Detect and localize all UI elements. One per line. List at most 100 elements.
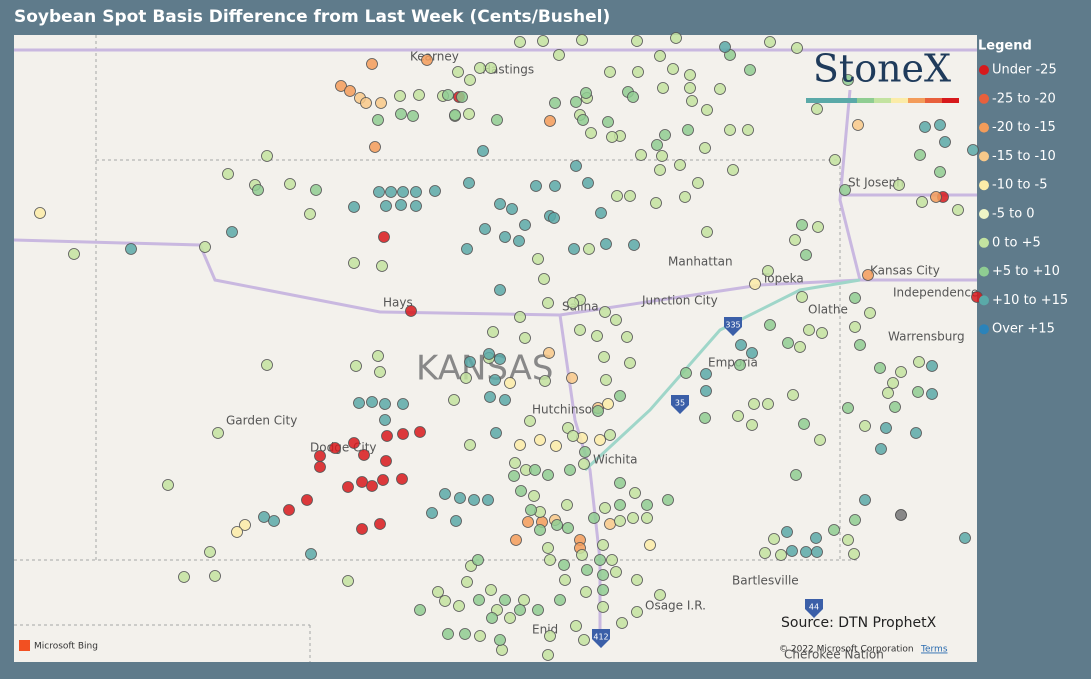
station-dot [967, 144, 979, 156]
station-dot [414, 604, 426, 616]
station-dot [461, 576, 473, 588]
station-dot [544, 630, 556, 642]
station-dot [631, 606, 643, 618]
station-dot [376, 260, 388, 272]
station-dot [654, 164, 666, 176]
station-dot [514, 311, 526, 323]
station-dot [373, 186, 385, 198]
station-dot [604, 429, 616, 441]
station-dot [597, 584, 609, 596]
station-dot [356, 523, 368, 535]
legend-swatch [979, 93, 989, 104]
station-dot [519, 219, 531, 231]
logo-bar [908, 98, 925, 103]
station-dot [464, 439, 476, 451]
station-dot [787, 389, 799, 401]
station-dot [463, 108, 475, 120]
station-dot [680, 367, 692, 379]
station-dot [782, 337, 794, 349]
station-dot [798, 418, 810, 430]
legend-swatch [979, 65, 989, 75]
shield-label: 44 [809, 603, 819, 612]
title: Soybean Spot Basis Difference from Last … [14, 7, 610, 27]
station-dot [477, 145, 489, 157]
station-dot [570, 620, 582, 632]
shield-label: 412 [593, 633, 608, 642]
legend-label: -5 to 0 [992, 207, 1035, 222]
station-dot [463, 177, 475, 189]
station-dot [580, 586, 592, 598]
station-dot [410, 200, 422, 212]
station-dot [514, 36, 526, 48]
station-dot [744, 64, 756, 76]
station-dot [568, 243, 580, 255]
station-dot [344, 85, 356, 97]
station-dot [592, 405, 604, 417]
legend-swatch [979, 295, 989, 306]
station-dot [380, 200, 392, 212]
station-dot [567, 297, 579, 309]
station-dot [508, 470, 520, 482]
shield [724, 317, 742, 336]
logo-bar [874, 98, 891, 103]
station-dot [670, 32, 682, 44]
station-dot [627, 512, 639, 524]
legend-label: Over +15 [992, 322, 1055, 337]
station-dot [578, 634, 590, 646]
provider: Microsoft Bing [34, 642, 98, 652]
station-dot [701, 226, 713, 238]
station-dot [472, 554, 484, 566]
station-dot [781, 526, 793, 538]
station-dot [561, 499, 573, 511]
station-dot [734, 359, 746, 371]
station-dot [464, 356, 476, 368]
station-dot [602, 116, 614, 128]
station-dot [261, 359, 273, 371]
legend-label: -15 to -10 [992, 149, 1056, 164]
station-dot [599, 502, 611, 514]
station-dot [542, 649, 554, 661]
station-dot [448, 394, 460, 406]
logo-bar [823, 98, 840, 103]
station-dot [528, 490, 540, 502]
station-dot [732, 410, 744, 422]
legend-swatch [979, 324, 989, 335]
station-dot [372, 350, 384, 362]
station-dot [597, 601, 609, 613]
station-dot [606, 554, 618, 566]
station-dot [268, 515, 280, 527]
shield [671, 395, 689, 414]
station-dot [442, 89, 454, 101]
station-dot [800, 546, 812, 558]
station-dot [580, 87, 592, 99]
station-dot [518, 594, 530, 606]
legend-label: -20 to -15 [992, 120, 1056, 135]
station-dot [631, 35, 643, 47]
station-dot [849, 292, 861, 304]
station-dot [366, 58, 378, 70]
station-dot [532, 604, 544, 616]
station-dot [258, 511, 270, 523]
logo-bar [891, 98, 908, 103]
station-dot [600, 238, 612, 250]
station-dot [699, 142, 711, 154]
station-dot [366, 396, 378, 408]
legend-label: +10 to +15 [992, 293, 1068, 308]
place-label: Kansas City [870, 264, 940, 278]
station-dot [803, 324, 815, 336]
station-dot [862, 269, 874, 281]
station-dot [231, 526, 243, 538]
station-dot [350, 360, 362, 372]
terms[interactable]: Terms [920, 645, 948, 655]
station-dot [485, 62, 497, 74]
logo-bar [925, 98, 942, 103]
station-dot [178, 571, 190, 583]
station-dot [468, 494, 480, 506]
place-label: Wichita [593, 453, 638, 467]
station-dot [794, 341, 806, 353]
station-dot [762, 265, 774, 277]
station-dot [413, 89, 425, 101]
station-dot [582, 177, 594, 189]
station-dot [374, 366, 386, 378]
station-dot [375, 97, 387, 109]
